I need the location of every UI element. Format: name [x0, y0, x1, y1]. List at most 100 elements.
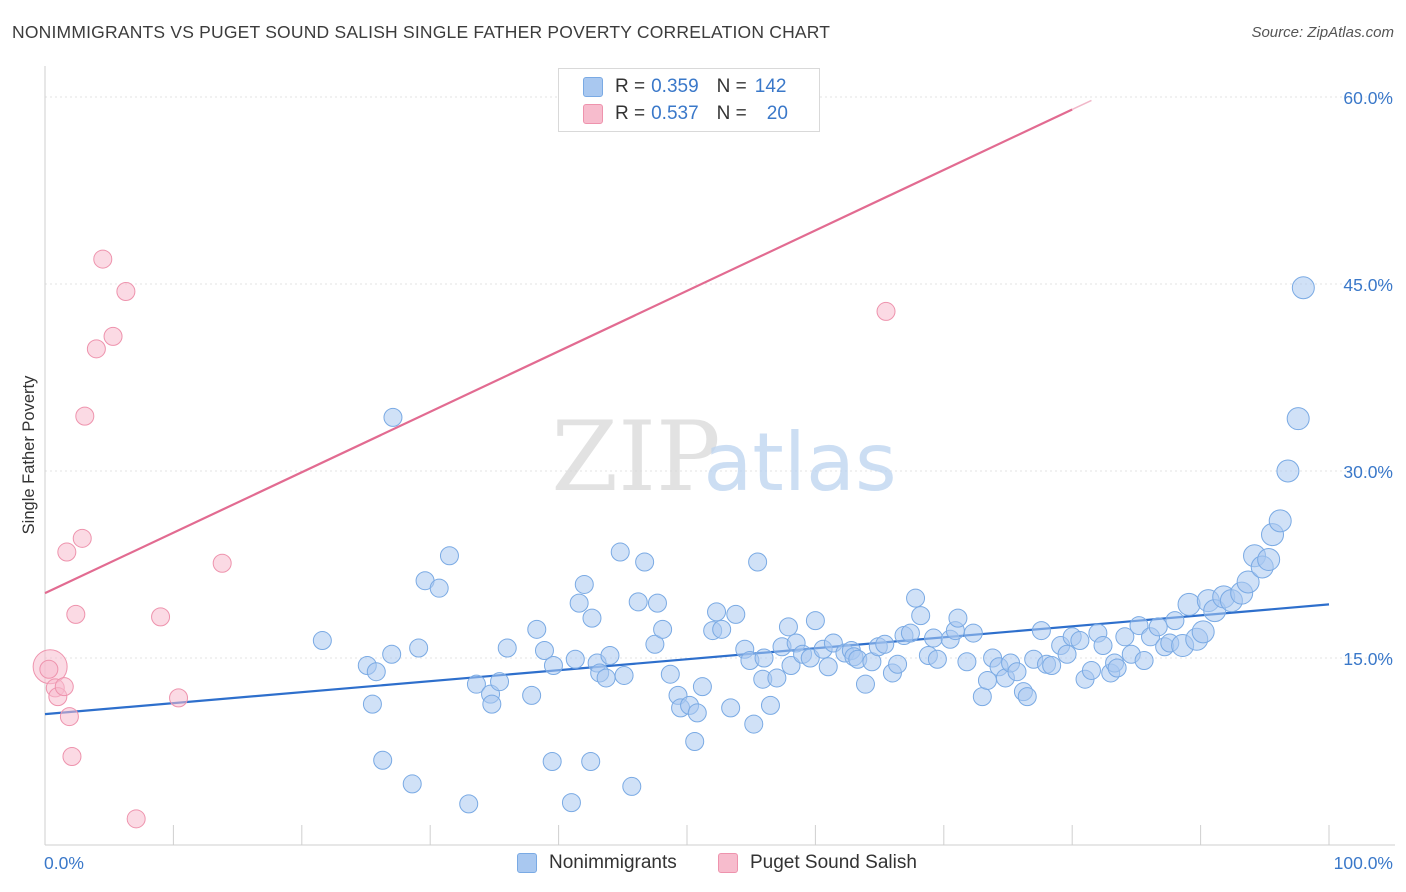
point-nonimmigrants [653, 619, 673, 639]
point-nonimmigrants [497, 638, 517, 658]
point-puget-sound-salish [103, 326, 123, 346]
tick-labels: 15.0% 30.0% 45.0% 60.0% 0.0% 100.0% [44, 88, 1393, 873]
legend-r-label: R = [615, 103, 646, 124]
point-puget-sound-salish [66, 604, 86, 624]
point-nonimmigrants [1129, 616, 1149, 636]
point-puget-sound-salish [72, 528, 92, 548]
point-nonimmigrants [818, 657, 838, 677]
point-nonimmigrants [660, 664, 680, 684]
axes [44, 66, 1395, 846]
point-nonimmigrants [721, 698, 741, 718]
y-axis-label: Single Father Poverty [20, 375, 38, 534]
point-nonimmigrants [1007, 662, 1027, 682]
point-nonimmigrants [1286, 407, 1310, 431]
legend-label-puget-sound-salish: Puget Sound Salish [750, 852, 917, 873]
data-points [32, 249, 1315, 829]
point-nonimmigrants [1291, 276, 1315, 300]
legend-row-puget-sound-salish: R = 0.537 N = 20 [583, 101, 788, 127]
point-nonimmigrants [1057, 644, 1077, 664]
legend-swatch-puget-sound-salish [718, 853, 738, 873]
point-nonimmigrants [972, 687, 992, 707]
x-tick-label: 100.0% [1334, 853, 1393, 873]
point-nonimmigrants [490, 672, 510, 692]
point-nonimmigrants [647, 593, 667, 613]
trend-line-extension [1071, 99, 1092, 111]
legend-label-nonimmigrants: Nonimmigrants [549, 852, 677, 873]
point-nonimmigrants [635, 552, 655, 572]
point-puget-sound-salish [59, 707, 79, 727]
legend-row-nonimmigrants: R = 0.359 N = 142 [583, 74, 786, 100]
point-puget-sound-salish [39, 659, 59, 679]
point-nonimmigrants [1042, 655, 1062, 675]
legend-item-puget-sound-salish[interactable]: Puget Sound Salish [718, 852, 917, 874]
point-nonimmigrants [1107, 658, 1127, 678]
point-puget-sound-salish [62, 746, 82, 766]
point-nonimmigrants [906, 588, 926, 608]
point-nonimmigrants [1257, 548, 1281, 572]
point-puget-sound-salish [151, 607, 171, 627]
point-nonimmigrants [1093, 636, 1113, 656]
point-puget-sound-salish [75, 406, 95, 426]
point-nonimmigrants [522, 685, 542, 705]
point-nonimmigrants [855, 674, 875, 694]
legend-n-value-nonimmigrants: 142 [754, 76, 787, 97]
legend-swatch-puget-sound-salish [583, 104, 603, 124]
legend-r-value-nonimmigrants: 0.359 [651, 76, 699, 97]
point-nonimmigrants [748, 552, 768, 572]
point-nonimmigrants [610, 542, 630, 562]
point-nonimmigrants [778, 617, 798, 637]
point-puget-sound-salish [212, 553, 232, 573]
legend-n-value-puget-sound-salish: 20 [766, 103, 788, 124]
point-puget-sound-salish [876, 301, 896, 321]
point-puget-sound-salish [116, 281, 136, 301]
point-nonimmigrants [957, 652, 977, 672]
legend-item-nonimmigrants[interactable]: Nonimmigrants [517, 852, 677, 874]
point-nonimmigrants [312, 631, 332, 651]
point-nonimmigrants [466, 674, 486, 694]
legend-r-value-puget-sound-salish: 0.537 [651, 103, 699, 124]
point-nonimmigrants [687, 703, 707, 723]
point-nonimmigrants [614, 665, 634, 685]
point-nonimmigrants [582, 608, 602, 628]
point-nonimmigrants [781, 655, 801, 675]
watermark: ZIP atlas [551, 401, 896, 513]
point-nonimmigrants [1191, 620, 1215, 644]
point-nonimmigrants [574, 574, 594, 594]
correlation-legend: R = 0.359 N = 142 R = 0.537 N = 20 [558, 68, 820, 132]
y-tick-label: 15.0% [1343, 649, 1393, 669]
legend-swatch-nonimmigrants [583, 77, 603, 97]
point-puget-sound-salish [126, 809, 146, 829]
y-tick-label: 30.0% [1343, 462, 1393, 482]
point-nonimmigrants [622, 776, 642, 796]
point-puget-sound-salish [86, 339, 106, 359]
watermark-atlas: atlas [703, 416, 896, 509]
point-nonimmigrants [754, 648, 774, 668]
point-nonimmigrants [767, 668, 787, 688]
point-nonimmigrants [561, 793, 581, 813]
x-tick-label: 0.0% [44, 853, 84, 873]
legend-r-label: R = [615, 76, 646, 97]
point-nonimmigrants [482, 694, 502, 714]
point-nonimmigrants [707, 602, 727, 622]
series-legend: Nonimmigrants Puget Sound Salish [0, 852, 1406, 876]
point-puget-sound-salish [57, 542, 77, 562]
source-credit: Source: ZipAtlas.com [1251, 24, 1394, 41]
point-nonimmigrants [439, 546, 459, 566]
point-nonimmigrants [373, 750, 393, 770]
trend-lines [44, 99, 1330, 716]
point-nonimmigrants [760, 695, 780, 715]
point-nonimmigrants [744, 714, 764, 734]
trend-line-puget-sound-salish [44, 108, 1073, 595]
point-nonimmigrants [383, 407, 403, 427]
point-nonimmigrants [362, 694, 382, 714]
point-nonimmigrants [565, 649, 585, 669]
y-tick-label: 60.0% [1343, 88, 1393, 108]
chart-title: NONIMMIGRANTS VS PUGET SOUND SALISH SING… [12, 22, 831, 42]
point-nonimmigrants [726, 604, 746, 624]
point-nonimmigrants [402, 774, 422, 794]
point-nonimmigrants [911, 606, 931, 626]
legend-n-label: N = [716, 76, 747, 97]
point-nonimmigrants [581, 751, 601, 771]
point-nonimmigrants [805, 611, 825, 631]
